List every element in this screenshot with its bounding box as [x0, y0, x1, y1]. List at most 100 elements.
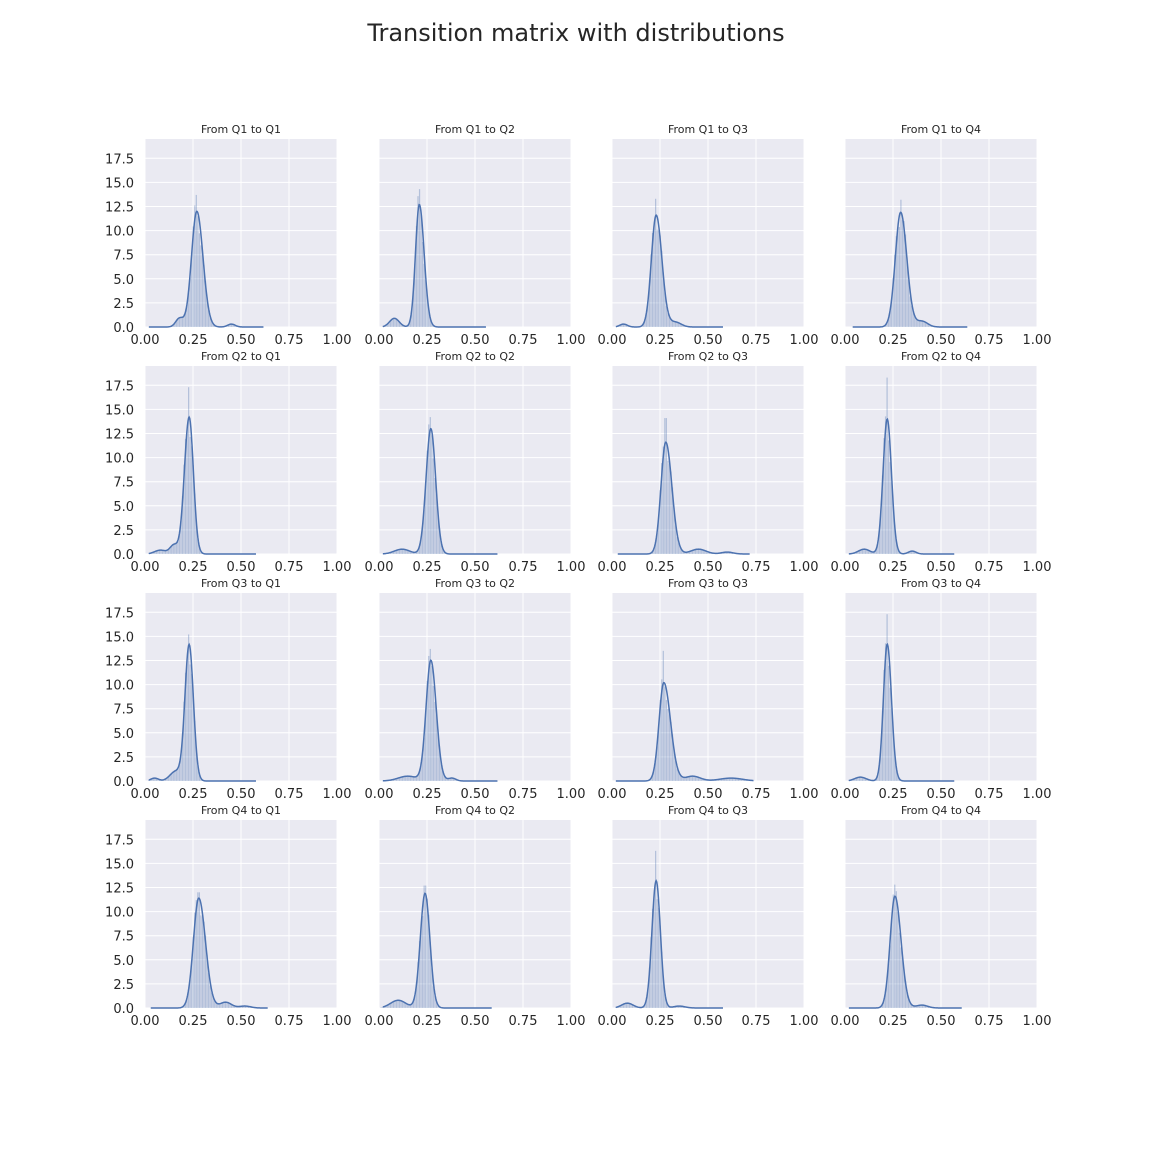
histogram-bar [166, 777, 168, 781]
subplot: From Q4 to Q4 0.00 0.25 0.50 0.75 1.00 [831, 804, 1052, 1029]
histogram-bar [435, 494, 438, 554]
subplot-title: From Q4 to Q4 [901, 804, 981, 817]
y-tick-label: 10.0 [105, 679, 134, 694]
histogram-bar [906, 257, 908, 327]
histogram-bar [653, 547, 655, 554]
subplot-title: From Q1 to Q1 [201, 123, 281, 136]
histogram-bar [904, 234, 907, 327]
histogram-bar [892, 894, 894, 1008]
y-tick-label: 0.0 [113, 775, 134, 790]
histogram-bar [412, 291, 415, 327]
histogram-bar [197, 892, 199, 1008]
histogram-bar [183, 1005, 185, 1008]
histogram-bar [171, 545, 173, 554]
histogram-bar [429, 417, 431, 554]
histogram-bar [452, 778, 454, 781]
histogram-bar [730, 552, 732, 554]
histogram-bar [920, 320, 922, 327]
histogram-bar [624, 324, 626, 327]
histogram-bar [417, 196, 419, 327]
histogram-bar [681, 1006, 683, 1008]
histogram-bar [398, 322, 401, 327]
histogram-bar [201, 916, 204, 1008]
x-tick-label: 0.75 [742, 560, 771, 575]
histogram-bar [914, 1006, 916, 1008]
histogram-bar [662, 272, 664, 327]
histogram-bar [431, 323, 433, 327]
histogram-bar [207, 310, 210, 327]
histogram-bar [218, 1003, 220, 1008]
histogram-bar [687, 776, 689, 781]
histogram-bar [742, 779, 744, 781]
histogram-bar [172, 771, 174, 781]
y-tick-label: 10.0 [105, 906, 134, 921]
histogram-bar [909, 296, 911, 327]
subplot: From Q1 to Q1 0.00 0.25 0.50 0.75 1.00 0.0 2.5 5… [105, 123, 351, 348]
histogram-bar [435, 1001, 438, 1008]
histogram-bar [670, 721, 672, 781]
histogram-bar [665, 700, 667, 781]
x-tick-label: 0.25 [413, 333, 442, 348]
subplot: From Q2 to Q1 0.00 0.25 0.50 0.75 1.00 0.0 2.5 5… [105, 350, 351, 575]
histogram-bar [388, 1004, 390, 1008]
histogram-bar [397, 778, 399, 781]
histogram-bar [701, 549, 703, 554]
histogram-bar [180, 754, 182, 781]
histogram-bar [926, 323, 928, 327]
histogram-bar [926, 1006, 928, 1008]
histogram-bar [152, 552, 154, 554]
histogram-bar [411, 551, 413, 554]
histogram-bar [177, 318, 179, 327]
y-tick-label: 0.0 [113, 321, 134, 336]
histogram-bar [160, 550, 162, 554]
histogram-bar [400, 1000, 402, 1008]
histogram-bar [717, 779, 720, 781]
histogram-bar [434, 701, 436, 781]
histogram-bar [727, 552, 729, 554]
histogram-bar [661, 679, 663, 781]
histogram-bar [197, 216, 199, 327]
histogram-bar [417, 549, 419, 554]
histogram-bar [921, 1005, 924, 1008]
histogram-bar [674, 525, 677, 554]
histogram-bar [855, 777, 857, 781]
x-tick-label: 0.25 [879, 1014, 908, 1029]
histogram-bar [655, 198, 657, 327]
histogram-bar [449, 778, 451, 781]
histogram-bar [227, 324, 230, 327]
histogram-bar [211, 992, 213, 1008]
histogram-bar [664, 418, 666, 554]
histogram-bar [157, 550, 159, 554]
x-tick-label: 0.75 [509, 1014, 538, 1029]
histogram-bar [912, 311, 914, 327]
histogram-bar [880, 744, 882, 781]
histogram-bar [184, 672, 187, 781]
histogram-bar [198, 892, 200, 1008]
histogram-bar [154, 778, 156, 781]
histogram-bar [437, 511, 439, 554]
histogram-bar [209, 317, 211, 327]
histogram-bar [645, 998, 648, 1008]
x-tick-label: 0.75 [975, 333, 1004, 348]
histogram-bar [903, 221, 905, 327]
histogram-bar [888, 440, 890, 554]
histogram-bar [438, 745, 441, 781]
histogram-bar [186, 997, 188, 1008]
histogram-bar [662, 446, 664, 554]
histogram-bar [220, 1003, 222, 1008]
histogram-bar [164, 778, 167, 781]
histogram-bar [403, 1002, 405, 1008]
histogram-bar [619, 1005, 621, 1008]
histogram-bar [658, 230, 660, 327]
histogram-bar [699, 777, 701, 781]
histogram-bar [414, 263, 416, 327]
x-tick-label: 0.00 [131, 560, 160, 575]
histogram-bar [866, 549, 868, 554]
histogram-bar [415, 981, 418, 1008]
histogram-bar [923, 1005, 925, 1008]
histogram-bar [671, 487, 674, 554]
subplot-title: From Q2 to Q4 [901, 350, 981, 363]
kde-line [848, 642, 955, 782]
histogram-bar [852, 779, 854, 781]
histogram-bar [189, 979, 191, 1008]
